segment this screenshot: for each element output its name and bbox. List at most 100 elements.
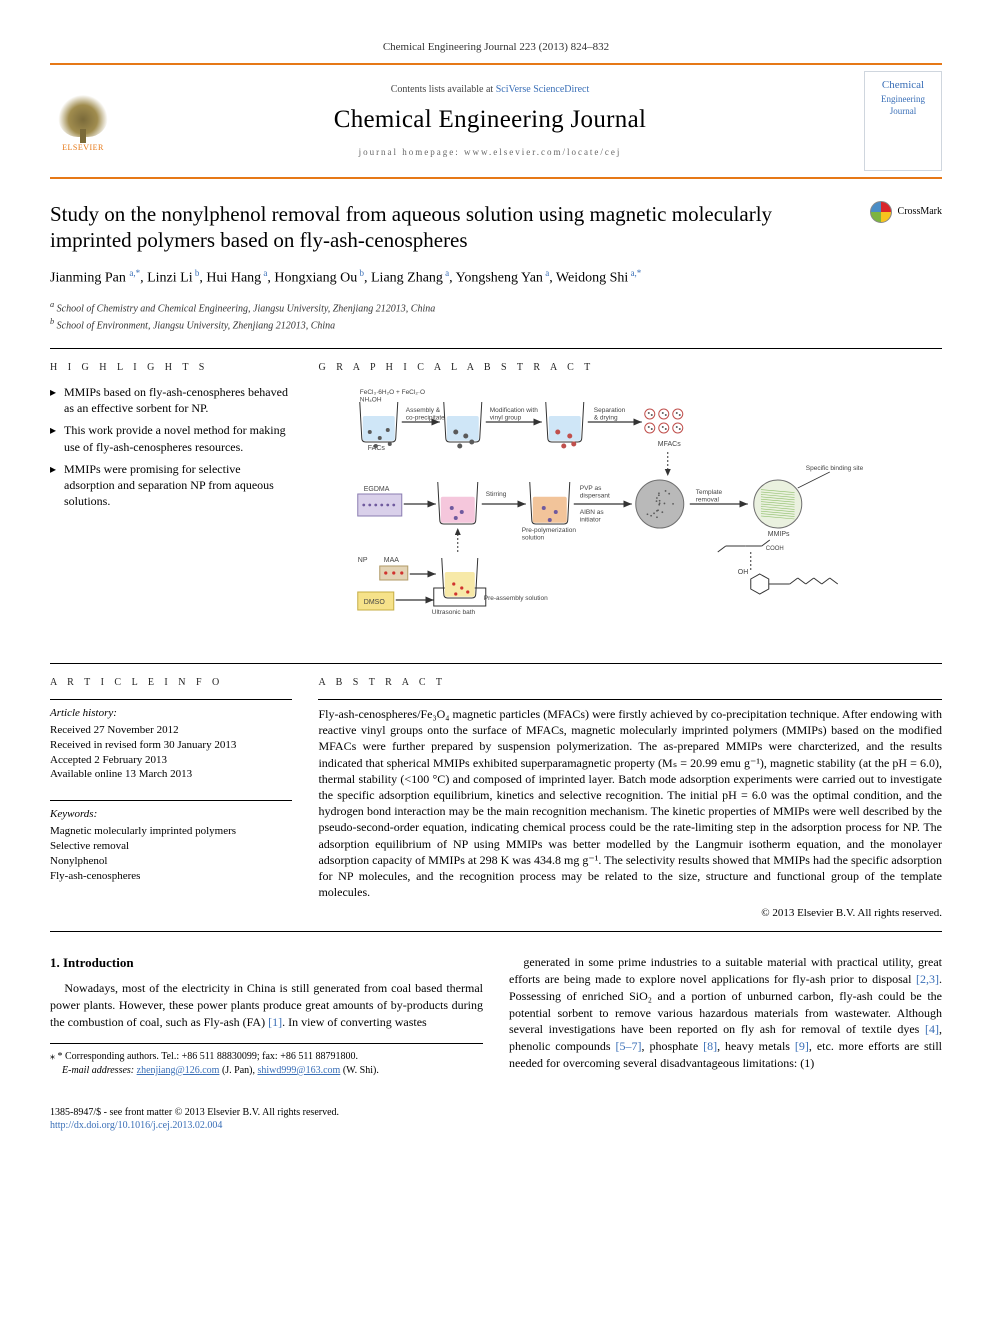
email2-who: (W. Shi). <box>340 1065 379 1076</box>
highlights-label: H I G H L I G H T S <box>50 361 292 375</box>
introduction-heading: 1. Introduction <box>50 954 483 972</box>
keyword-item: Magnetic molecularly imprinted polymers <box>50 824 292 839</box>
masthead: ELSEVIER Contents lists available at Sci… <box>50 63 942 179</box>
email-link-1[interactable]: zhenjiang@126.com <box>137 1065 220 1076</box>
keywords-block: Keywords: Magnetic molecularly imprinted… <box>50 807 292 883</box>
journal-cover-thumbnail: Chemical Engineering Journal <box>864 71 942 171</box>
history-line: Received in revised form 30 January 2013 <box>50 738 292 753</box>
hr-divider <box>50 931 942 932</box>
info-abstract-row: A R T I C L E I N F O Article history: R… <box>50 676 942 922</box>
history-line: Received 27 November 2012 <box>50 723 292 738</box>
hr-divider <box>50 348 942 349</box>
doi-prefix: http://dx.doi.org/ <box>50 1120 118 1131</box>
header-citation: Chemical Engineering Journal 223 (2013) … <box>50 40 942 55</box>
svg-text:Template: Template <box>696 489 723 496</box>
affiliations: a School of Chemistry and Chemical Engin… <box>50 299 942 334</box>
journal-homepage: journal homepage: www.elsevier.com/locat… <box>132 146 848 158</box>
highlight-item: MMIPs based on fly-ash-cenospheres behav… <box>50 384 292 416</box>
svg-text:vinyl group: vinyl group <box>490 415 522 422</box>
svg-text:NP: NP <box>358 557 368 564</box>
svg-text:AIBN as: AIBN as <box>580 509 605 516</box>
highlight-item: This work provide a novel method for mak… <box>50 422 292 454</box>
svg-text:COOH: COOH <box>766 546 784 552</box>
svg-text:Pre-assembly solution: Pre-assembly solution <box>484 595 548 602</box>
masthead-center: Contents lists available at SciVerse Sci… <box>132 83 848 158</box>
svg-text:removal: removal <box>696 497 720 504</box>
article-info-column: A R T I C L E I N F O Article history: R… <box>50 676 292 922</box>
svg-text:EGDMA: EGDMA <box>364 486 390 493</box>
highlight-item: MMIPs were promising for selective adsor… <box>50 461 292 510</box>
doi-link[interactable]: http://dx.doi.org/10.1016/j.cej.2013.02.… <box>50 1120 222 1131</box>
hr-divider <box>50 800 292 801</box>
svg-text:NH₄OH: NH₄OH <box>360 397 382 404</box>
doi-value: 10.1016/j.cej.2013.02.004 <box>118 1120 223 1131</box>
graphical-abstract-figure: FeCl₃·6H₂O + FeCl₂·ONH₄OH FACs Assembly &c… <box>318 384 942 644</box>
intro-paragraph-2: generated in some prime industries to a … <box>509 954 942 1072</box>
svg-text:& drying: & drying <box>594 415 618 422</box>
hr-divider <box>50 663 942 664</box>
abstract-label: A B S T R A C T <box>318 676 942 690</box>
svg-text:DMSO: DMSO <box>364 599 386 606</box>
svg-text:dispersant: dispersant <box>580 493 610 500</box>
svg-text:co-precipitate: co-precipitate <box>406 415 445 422</box>
crossmark-badge[interactable]: CrossMark <box>858 201 942 223</box>
article-history: Article history: Received 27 November 20… <box>50 706 292 782</box>
svg-text:Stirring: Stirring <box>486 491 507 498</box>
contents-list-line: Contents lists available at SciVerse Sci… <box>132 83 848 97</box>
svg-text:MAA: MAA <box>384 557 400 564</box>
graphical-abstract-column: G R A P H I C A L A B S T R A C T FeCl₃·… <box>318 361 942 649</box>
highlights-graphical-row: H I G H L I G H T S MMIPs based on fly-a… <box>50 361 942 649</box>
svg-text:FACs: FACs <box>368 445 386 452</box>
svg-text:FeCl₃·6H₂O + FeCl₂·O: FeCl₃·6H₂O + FeCl₂·O <box>360 389 425 396</box>
svg-text:Separation: Separation <box>594 407 626 414</box>
history-line: Accepted 2 February 2013 <box>50 753 292 768</box>
footer-issn: 1385-8947/$ - see front matter © 2013 El… <box>50 1106 942 1132</box>
history-label: Article history: <box>50 706 292 721</box>
cover-line1: Chemical <box>882 78 924 93</box>
abstract-text: Fly-ash-cenospheres/Fe₃O₄ magnetic parti… <box>318 706 942 900</box>
sciencedirect-link[interactable]: SciVerse ScienceDirect <box>496 84 590 95</box>
elsevier-logo: ELSEVIER <box>50 82 116 160</box>
crossmark-icon <box>870 201 892 223</box>
elsevier-tree-icon <box>58 87 108 137</box>
homepage-prefix: journal homepage: <box>359 147 464 157</box>
abstract-column: A B S T R A C T Fly-ash-cenospheres/Fe₃O… <box>318 676 942 922</box>
graphical-abstract-label: G R A P H I C A L A B S T R A C T <box>318 361 942 375</box>
journal-name: Chemical Engineering Journal <box>132 103 848 137</box>
publisher-name: ELSEVIER <box>62 143 104 154</box>
keyword-item: Fly-ash-cenospheres <box>50 869 292 884</box>
email1-who: (J. Pan), <box>219 1065 257 1076</box>
svg-text:PVP as: PVP as <box>580 485 602 492</box>
svg-text:Assembly &: Assembly & <box>406 407 441 414</box>
body-columns: 1. Introduction Nowadays, most of the el… <box>50 954 942 1078</box>
keyword-item: Selective removal <box>50 839 292 854</box>
cover-line2: Engineering <box>881 93 925 105</box>
keyword-item: Nonylphenol <box>50 854 292 869</box>
highlights-list: MMIPs based on fly-ash-cenospheres behav… <box>50 384 292 509</box>
article-info-label: A R T I C L E I N F O <box>50 676 292 690</box>
svg-text:MFACs: MFACs <box>658 441 681 448</box>
contents-prefix: Contents lists available at <box>391 84 496 95</box>
svg-text:Pre-polymerization: Pre-polymerization <box>522 527 577 534</box>
svg-text:OH: OH <box>738 569 749 576</box>
highlights-column: H I G H L I G H T S MMIPs based on fly-a… <box>50 361 292 649</box>
emails-label: E-mail addresses: <box>62 1065 137 1076</box>
corr-text: * Corresponding authors. Tel.: +86 511 8… <box>58 1051 358 1062</box>
email-link-2[interactable]: shiwd999@163.com <box>258 1065 341 1076</box>
front-matter-line: 1385-8947/$ - see front matter © 2013 El… <box>50 1106 942 1119</box>
crossmark-label: CrossMark <box>898 205 942 219</box>
hr-divider <box>318 699 942 700</box>
abstract-copyright: © 2013 Elsevier B.V. All rights reserved… <box>318 906 942 921</box>
svg-text:Ultrasonic bath: Ultrasonic bath <box>432 609 476 616</box>
intro-paragraph-1: Nowadays, most of the electricity in Chi… <box>50 980 483 1030</box>
authors-line: Jianming Pan a,*, Linzi Li b, Hui Hang a… <box>50 267 942 289</box>
corresponding-author-footnote: ⁎ * Corresponding authors. Tel.: +86 511… <box>50 1043 483 1078</box>
svg-text:MMIPs: MMIPs <box>768 531 790 538</box>
svg-text:Specific binding site: Specific binding site <box>806 465 864 472</box>
homepage-url[interactable]: www.elsevier.com/locate/cej <box>464 147 621 157</box>
svg-text:initiator: initiator <box>580 517 602 524</box>
history-line: Available online 13 March 2013 <box>50 767 292 782</box>
cover-line3: Journal <box>890 105 917 117</box>
svg-text:Modification with: Modification with <box>490 407 538 414</box>
keywords-label: Keywords: <box>50 807 292 822</box>
